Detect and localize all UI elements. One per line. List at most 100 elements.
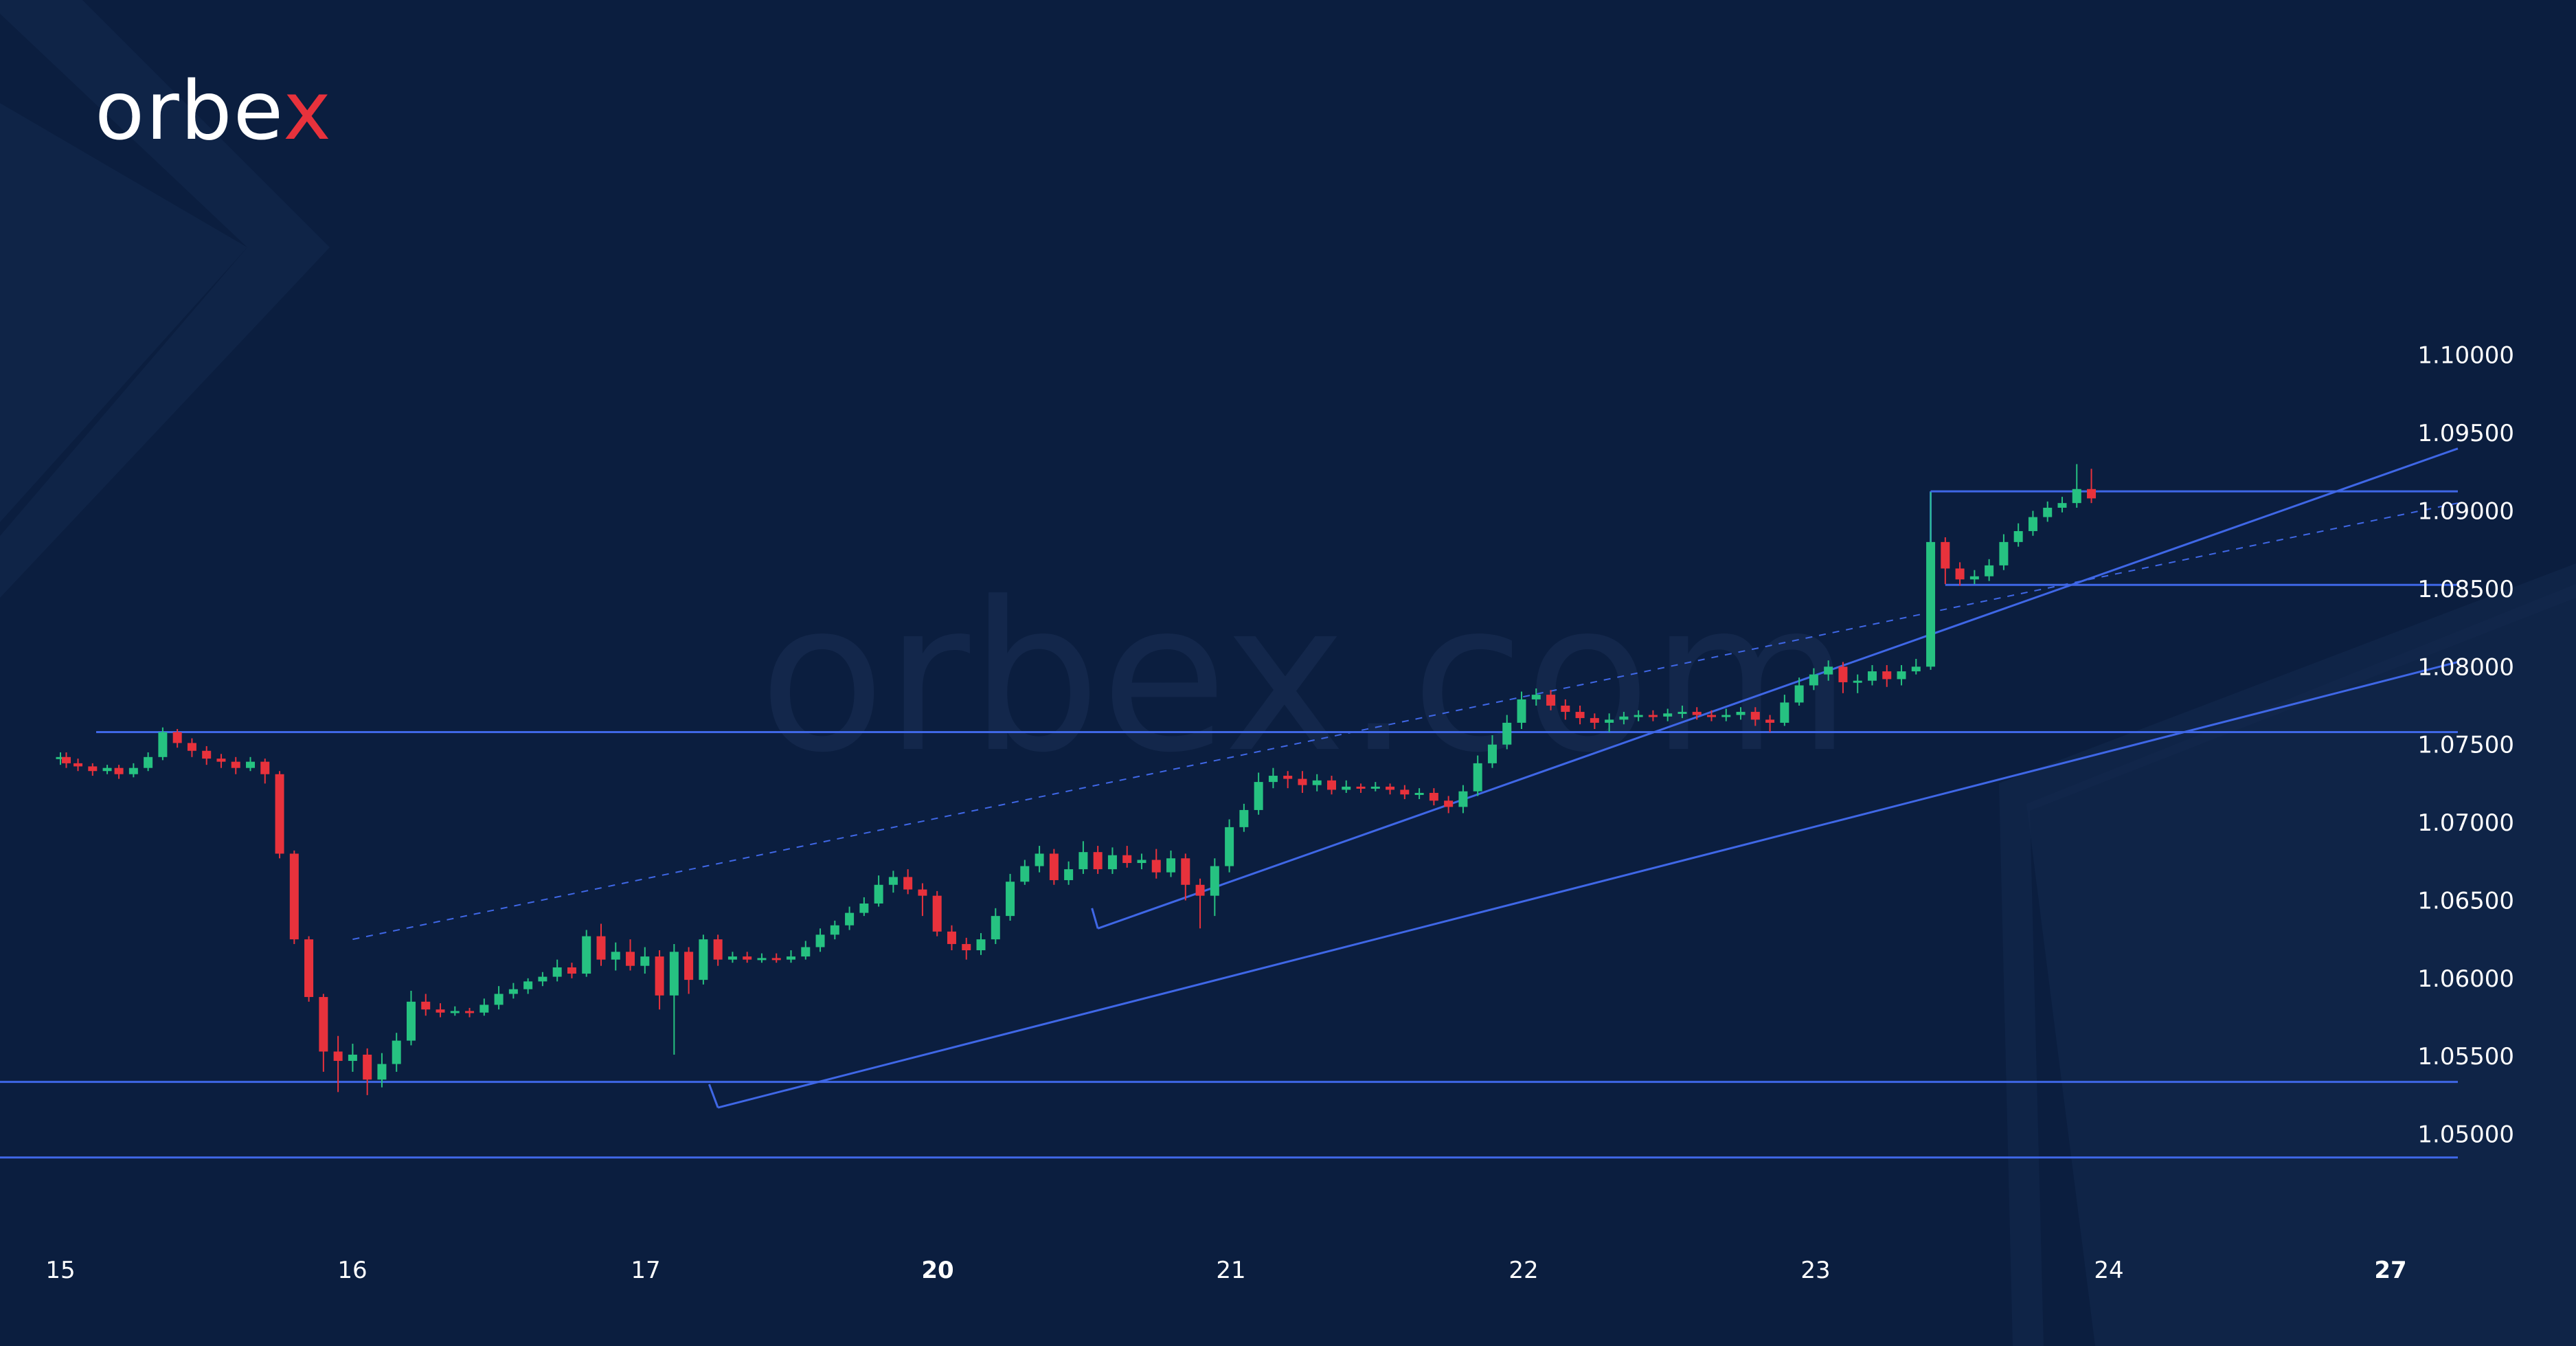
candle-up — [377, 1064, 387, 1080]
candle-up — [1780, 702, 1789, 723]
candle-up — [144, 756, 153, 768]
candle-down — [1356, 786, 1366, 789]
candle-down — [1546, 695, 1556, 706]
y-tick-label: 1.08500 — [2417, 576, 2514, 603]
x-tick-label: 24 — [2094, 1257, 2123, 1284]
candle-down — [1386, 786, 1395, 790]
candle-down — [333, 1051, 343, 1062]
candle-up — [1824, 666, 1833, 675]
orbex-logo: orbex — [95, 63, 332, 158]
candle-down — [1648, 715, 1658, 717]
candle-down — [260, 761, 270, 774]
candle-up — [538, 976, 547, 982]
candle-up — [1926, 541, 1936, 667]
candle-up — [494, 994, 504, 1005]
candle-up — [1006, 882, 1015, 917]
candle-down — [626, 952, 635, 966]
candle-down — [1692, 712, 1702, 715]
candle-up — [128, 767, 138, 774]
candle-up — [1268, 776, 1278, 783]
deco-chevron-right-outline — [1999, 563, 2576, 1346]
logo-text-main: orbe — [95, 63, 284, 158]
candle-up — [1166, 858, 1176, 873]
candle-up — [1721, 715, 1731, 717]
candle-up — [1619, 716, 1629, 720]
candle-down — [743, 956, 752, 960]
candle-down — [231, 761, 240, 768]
candle-up — [1897, 671, 1906, 680]
candle-down — [932, 895, 942, 932]
candle-up — [158, 732, 168, 757]
candle-up — [2013, 530, 2023, 542]
candle-up — [1210, 866, 1219, 896]
candle-down — [289, 853, 299, 940]
candle-down — [304, 939, 314, 998]
candle-down — [596, 936, 606, 960]
candle-up — [1853, 680, 1862, 683]
candle-up — [1502, 722, 1512, 745]
candle-up — [1107, 855, 1117, 870]
candle-up — [1254, 782, 1263, 810]
candle-up — [1605, 719, 1614, 723]
candle-down — [903, 877, 913, 890]
y-tick-label: 1.06500 — [2417, 887, 2514, 915]
candle-down — [1049, 853, 1059, 880]
x-tick-label: 17 — [631, 1257, 660, 1284]
y-tick-label: 1.05500 — [2417, 1043, 2514, 1070]
candle-up — [479, 1005, 489, 1013]
x-tick-label: 22 — [1509, 1257, 1538, 1284]
candle-up — [392, 1040, 401, 1064]
x-tick-label: 21 — [1216, 1257, 1245, 1284]
candle-up — [2057, 503, 2067, 508]
candle-up — [1999, 541, 2009, 565]
candle-up — [611, 952, 620, 960]
candle-down — [88, 766, 98, 772]
candle-up — [787, 956, 795, 960]
candle-down — [567, 967, 576, 974]
candle-up — [1809, 674, 1818, 686]
candle-up — [640, 956, 650, 966]
candle-up — [1035, 853, 1044, 866]
candle-up — [1736, 712, 1745, 715]
candle-up — [830, 925, 839, 935]
candle-down — [1590, 718, 1599, 723]
candle-up — [1020, 866, 1030, 882]
candle-up — [1239, 809, 1249, 827]
candle-down — [216, 759, 226, 762]
candle-up — [1531, 695, 1541, 699]
x-tick-label: 20 — [921, 1257, 953, 1284]
x-axis: 15 16 17 20 21 22 23 24 27 — [45, 1257, 2406, 1284]
candle-down — [962, 943, 971, 951]
candle-up — [1078, 852, 1088, 870]
candle-up — [1225, 827, 1234, 866]
candle-down — [1151, 860, 1161, 873]
y-tick-label: 1.08000 — [2417, 653, 2514, 681]
y-axis: 1.10000 1.09500 1.09000 1.08500 1.08000 1.075… — [2417, 342, 2514, 1149]
watermark-text: orbex.com — [759, 558, 1851, 798]
candle-down — [1093, 852, 1103, 870]
candle-down — [74, 763, 83, 767]
candle-up — [102, 767, 112, 772]
candle-down — [1444, 800, 1454, 807]
candle-up — [991, 916, 1000, 940]
candle-down — [436, 1009, 445, 1013]
candle-up — [669, 952, 679, 996]
y-tick-label: 1.07000 — [2417, 809, 2514, 837]
candle-down — [713, 939, 723, 960]
candle-down — [1765, 719, 1775, 723]
horizontal-levels — [0, 490, 2458, 1159]
candle-down — [62, 756, 71, 763]
candle-up — [1458, 791, 1468, 807]
candle-down — [114, 767, 124, 774]
candle-up — [508, 989, 518, 994]
candle-up — [1517, 699, 1526, 723]
trendline-solid-2 — [1097, 447, 2459, 930]
candle-down — [1882, 671, 1892, 680]
candle-down — [1750, 712, 1760, 720]
deco-chevron-left — [0, 103, 247, 522]
candle-up — [56, 756, 65, 759]
candle-up — [699, 939, 708, 980]
candle-down — [1283, 776, 1293, 779]
candle-up — [874, 884, 883, 904]
